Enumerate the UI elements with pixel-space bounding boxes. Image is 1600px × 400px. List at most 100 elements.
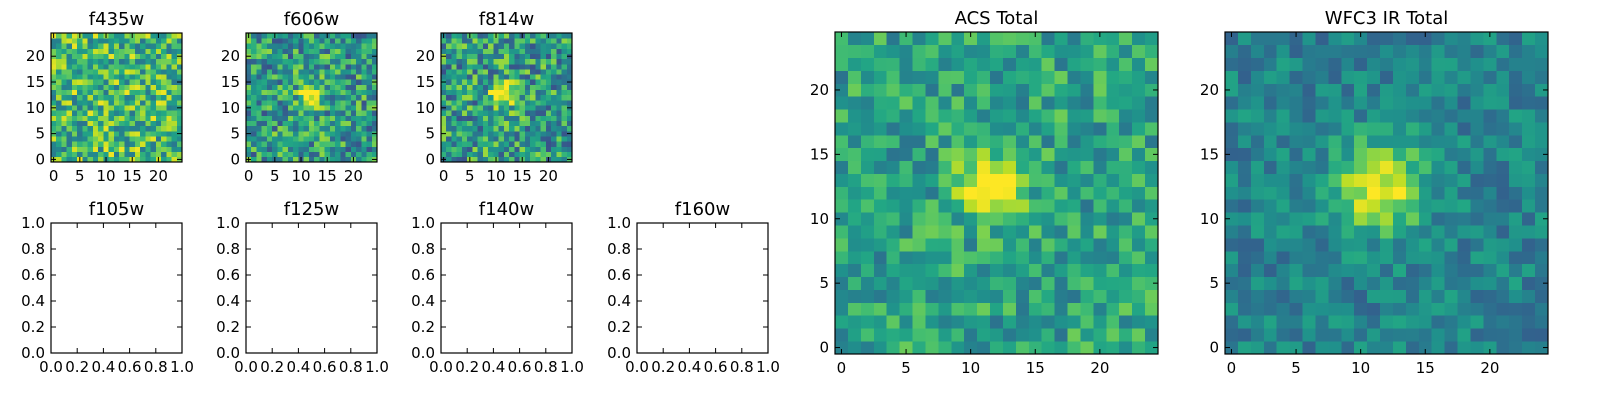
heatmap-cell	[566, 74, 573, 80]
heatmap-cell	[366, 89, 373, 96]
heatmap-cell	[324, 79, 331, 85]
heatmap-cell	[71, 38, 78, 44]
heatmap-cell	[912, 238, 926, 252]
heatmap-cell	[319, 53, 325, 60]
heatmap-cell	[535, 48, 541, 54]
heatmap-cell	[467, 48, 473, 54]
heatmap-cell	[66, 115, 73, 122]
heatmap-cell	[129, 131, 136, 137]
heatmap-cell	[293, 53, 299, 60]
heatmap-cell	[1093, 32, 1107, 46]
heatmap-cell	[1431, 96, 1445, 110]
heatmap-cell	[261, 33, 268, 39]
heatmap-cell	[1328, 289, 1342, 303]
heatmap-cell	[1002, 289, 1017, 303]
heatmap-cell	[340, 136, 346, 142]
heatmap-cell	[1328, 328, 1342, 342]
heatmap-cell	[61, 89, 68, 96]
heatmap-cell	[1119, 44, 1133, 59]
heatmap-cell	[1106, 315, 1120, 329]
heatmap-cell	[530, 100, 536, 106]
heatmap-cell	[886, 302, 900, 316]
heatmap-cell	[134, 94, 141, 101]
x-tick-label: 10	[1351, 359, 1370, 377]
heatmap-cell	[860, 32, 875, 46]
heatmap-cell	[551, 89, 557, 96]
heatmap-cell	[472, 156, 478, 163]
heatmap-cell	[951, 289, 965, 303]
heatmap-cell	[561, 156, 568, 163]
heatmap-cell	[256, 79, 263, 85]
heatmap-cell	[256, 48, 263, 54]
heatmap-cell	[1250, 173, 1265, 187]
heatmap-cell	[530, 63, 536, 70]
heatmap-cell	[329, 33, 336, 39]
heatmap-cell	[140, 69, 146, 75]
heatmap-cell	[66, 131, 73, 137]
heatmap-cell	[1145, 328, 1159, 342]
heatmap-cell	[119, 79, 125, 85]
heatmap-cell	[1483, 276, 1497, 290]
heatmap-cell	[524, 84, 531, 91]
heatmap-cell	[1470, 109, 1484, 123]
heatmap-cell	[51, 100, 57, 106]
heatmap-cell	[1522, 302, 1536, 316]
heatmap-cell	[482, 120, 489, 127]
heatmap-cell	[1367, 173, 1381, 187]
heatmap-cell	[1457, 315, 1471, 329]
heatmap-cell	[251, 131, 257, 137]
heatmap-cell	[1054, 212, 1068, 226]
heatmap-cell	[561, 110, 568, 116]
heatmap-cell	[482, 115, 489, 122]
y-tick-label: 10	[1200, 210, 1219, 228]
heatmap-cell	[509, 100, 515, 106]
heatmap-cell	[92, 63, 99, 70]
heatmap-cell	[477, 33, 484, 39]
heatmap-cell	[498, 69, 505, 75]
heatmap-cell	[1263, 199, 1277, 213]
heatmap-cell	[150, 79, 157, 85]
heatmap-cell	[329, 84, 336, 91]
heatmap-cell	[1328, 70, 1342, 84]
heatmap-cell	[1080, 122, 1094, 136]
heatmap-cell	[319, 125, 325, 132]
heatmap-cell	[124, 156, 130, 163]
heatmap-cell	[1067, 225, 1081, 239]
heatmap-cell	[92, 151, 99, 158]
heatmap-cell	[272, 120, 278, 127]
x-tick-label: 0	[439, 167, 449, 185]
heatmap-cell	[545, 53, 552, 60]
heatmap-cell	[509, 125, 515, 132]
heatmap-cell	[472, 58, 478, 65]
heatmap-cell	[1067, 199, 1081, 213]
heatmap-cell	[119, 146, 125, 152]
heatmap-cell	[1225, 302, 1239, 316]
heatmap-cell	[134, 58, 141, 65]
heatmap-cell	[451, 38, 458, 44]
heatmap-cell	[1431, 302, 1445, 316]
heatmap-cell	[340, 89, 346, 96]
heatmap-cell	[272, 89, 278, 96]
heatmap-cell	[1431, 225, 1445, 239]
heatmap-cell	[61, 120, 68, 127]
heatmap-cell	[345, 115, 352, 122]
heatmap-cell	[56, 53, 62, 60]
heatmap-cell	[482, 146, 489, 152]
heatmap-cell	[561, 79, 568, 85]
heatmap-cell	[361, 105, 367, 111]
heatmap-cell	[860, 238, 875, 252]
heatmap-cell	[350, 84, 357, 91]
heatmap-cell	[1080, 263, 1094, 278]
heatmap-cell	[530, 136, 536, 142]
heatmap-cell	[977, 160, 991, 174]
heatmap-cell	[925, 147, 939, 162]
heatmap-cell	[1093, 57, 1107, 71]
heatmap-cell	[176, 89, 183, 96]
heatmap-cell	[282, 48, 289, 54]
heatmap-cell	[108, 131, 115, 137]
heatmap-cell	[860, 341, 875, 355]
heatmap-cell	[140, 125, 146, 132]
heatmap-cell	[482, 156, 489, 163]
heatmap-cell	[303, 79, 310, 85]
